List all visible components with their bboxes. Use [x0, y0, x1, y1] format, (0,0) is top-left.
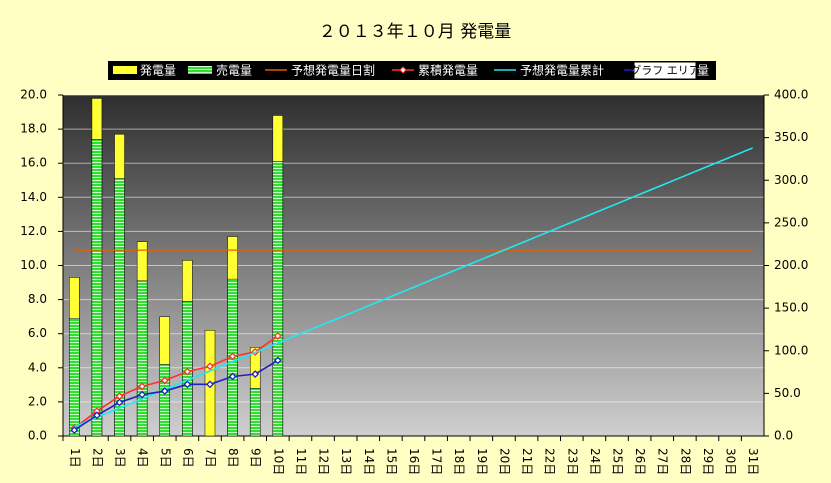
tooltip: グラフ エリア — [630, 63, 700, 77]
bar — [114, 178, 125, 437]
marker — [206, 362, 214, 371]
y-tick-label: 14.0 — [20, 190, 47, 204]
marker — [273, 356, 282, 365]
x-tick-label: 22日 — [543, 448, 557, 475]
marker — [93, 411, 101, 420]
x-tick-label: 23日 — [565, 448, 579, 475]
x-tick-label: 14日 — [362, 448, 376, 475]
x-tick-label: 3日 — [113, 448, 127, 468]
y2-tick-label: 50.0 — [774, 386, 801, 400]
x-tick-label: 15日 — [384, 448, 398, 475]
line — [74, 147, 753, 428]
legend-label: 累積発電量 — [418, 63, 478, 78]
y2-tick-label: 100.0 — [774, 343, 808, 357]
marker — [206, 380, 214, 389]
x-tick-label: 10日 — [271, 448, 285, 475]
legend-swatch — [113, 66, 137, 74]
y2-tick-label: 250.0 — [774, 215, 808, 229]
x-tick-label: 9日 — [249, 448, 263, 468]
y-tick-label: 0.0 — [28, 429, 47, 443]
x-tick-label: 11日 — [294, 448, 308, 475]
marker — [273, 331, 282, 340]
y2-tick-label: 300.0 — [774, 173, 808, 187]
x-tick-label: 19日 — [475, 448, 489, 475]
marker — [183, 380, 192, 389]
y-tick-label: 18.0 — [20, 122, 47, 136]
y-tick-label: 16.0 — [20, 156, 47, 170]
x-tick-label: 28日 — [678, 448, 692, 475]
x-tick-label: 25日 — [611, 448, 625, 475]
bar — [249, 388, 261, 437]
x-tick-label: 17日 — [430, 448, 444, 475]
x-tick-label: 13日 — [339, 448, 353, 475]
x-tick-label: 24日 — [588, 448, 602, 475]
x-tick-label: 1日 — [68, 448, 82, 468]
legend-label: 予想発電量日割 — [291, 63, 375, 78]
x-tick-label: 31日 — [746, 448, 760, 475]
marker — [138, 390, 147, 399]
x-tick-label: 6日 — [181, 448, 195, 468]
legend-label: 予想発電量累計 — [520, 63, 604, 78]
legend-marker — [399, 66, 407, 74]
x-tick-label: 29日 — [701, 448, 715, 475]
x-tick-label: 8日 — [226, 448, 240, 468]
bar — [272, 161, 284, 437]
x-tick-label: 27日 — [656, 448, 670, 475]
y-tick-label: 8.0 — [28, 292, 47, 306]
marker — [138, 382, 147, 391]
bar — [159, 364, 171, 437]
bar — [69, 318, 80, 437]
chart-title: ２０１３年１０月 発電量 — [319, 22, 511, 42]
bar — [136, 280, 148, 437]
legend-label: 売電量 — [216, 63, 252, 78]
x-tick-label: 16日 — [407, 448, 421, 475]
bar — [91, 139, 103, 437]
tooltip-box — [633, 61, 697, 80]
y2-tick-label: 200.0 — [774, 258, 808, 272]
marker — [251, 370, 260, 379]
x-tick-label: 4日 — [136, 448, 150, 468]
x-tick-label: 18日 — [452, 448, 466, 475]
x-tick-label: 30日 — [724, 448, 738, 475]
x-tick-label: 26日 — [633, 448, 647, 475]
y-tick-label: 10.0 — [20, 258, 47, 272]
y-tick-label: 2.0 — [28, 394, 47, 408]
legend-label: 発電量 — [140, 64, 176, 78]
x-tick-label: 12日 — [317, 448, 331, 475]
y2-tick-label: 0.0 — [774, 429, 793, 443]
marker — [183, 367, 192, 376]
y-tick-label: 12.0 — [20, 224, 47, 238]
marker — [160, 387, 169, 395]
legend-swatch — [188, 66, 212, 74]
x-tick-label: 5日 — [158, 448, 172, 468]
line — [73, 335, 279, 429]
x-tick-label: 7日 — [203, 448, 217, 468]
y2-tick-label: 350.0 — [774, 130, 808, 144]
y-tick-label: 6.0 — [28, 326, 47, 340]
marker — [228, 352, 237, 361]
x-tick-label: 2日 — [90, 448, 104, 468]
marker — [160, 376, 169, 385]
line — [73, 359, 279, 431]
y2-tick-label: 400.0 — [774, 88, 808, 102]
y-tick-label: 4.0 — [28, 360, 47, 374]
marker — [228, 372, 237, 381]
y-tick-label: 20.0 — [20, 88, 47, 102]
y2-tick-label: 150.0 — [774, 301, 808, 315]
legend-label: 量 — [697, 64, 709, 78]
x-tick-label: 21日 — [520, 448, 534, 475]
x-tick-label: 20日 — [497, 448, 511, 475]
marker — [115, 398, 124, 407]
marker — [70, 426, 79, 435]
